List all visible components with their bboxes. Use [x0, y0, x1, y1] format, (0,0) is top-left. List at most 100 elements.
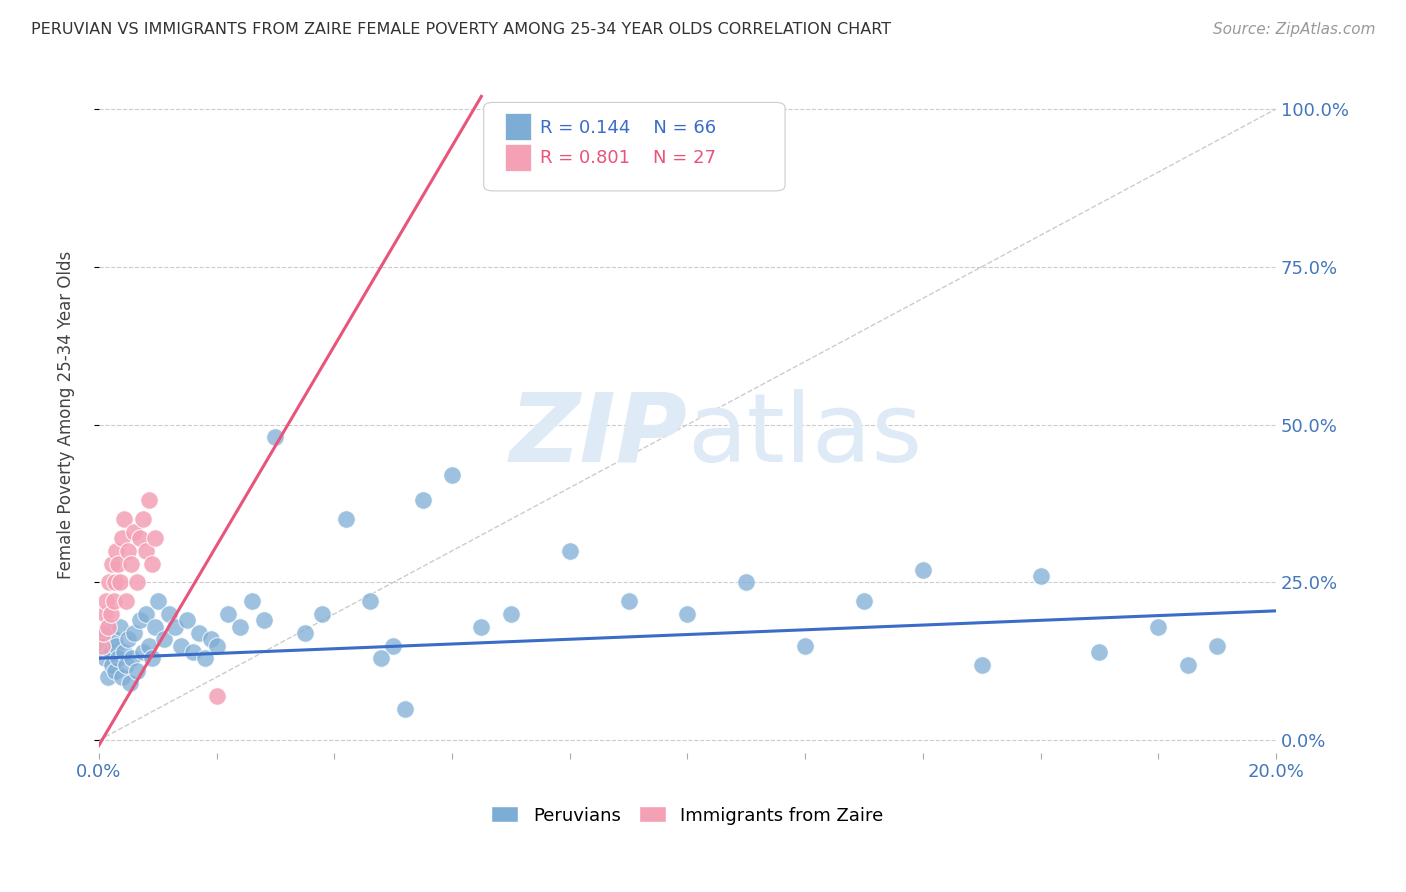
- Point: [129, 531, 152, 545]
- Point: [135, 607, 157, 621]
- Point: [98, 620, 121, 634]
- Point: [558, 544, 581, 558]
- Point: [335, 512, 357, 526]
- Point: [440, 468, 463, 483]
- Point: [229, 620, 252, 634]
- Point: [122, 626, 145, 640]
- Text: atlas: atlas: [688, 389, 922, 482]
- Text: ZIP: ZIP: [509, 389, 688, 482]
- Point: [111, 670, 134, 684]
- Point: [152, 632, 174, 647]
- Y-axis label: Female Poverty Among 25-34 Year Olds: Female Poverty Among 25-34 Year Olds: [58, 251, 75, 579]
- Point: [470, 620, 492, 634]
- Point: [94, 626, 117, 640]
- Point: [187, 626, 209, 640]
- Point: [132, 645, 155, 659]
- Point: [97, 670, 120, 684]
- Point: [294, 626, 316, 640]
- Point: [143, 620, 166, 634]
- Point: [107, 651, 129, 665]
- Point: [98, 575, 121, 590]
- Point: [676, 607, 699, 621]
- Point: [1177, 657, 1199, 672]
- Point: [117, 632, 139, 647]
- Text: R = 0.801    N = 27: R = 0.801 N = 27: [540, 150, 716, 168]
- Point: [125, 575, 148, 590]
- Point: [107, 557, 129, 571]
- Point: [1029, 569, 1052, 583]
- Point: [115, 594, 138, 608]
- Point: [264, 430, 287, 444]
- Point: [1088, 645, 1111, 659]
- Point: [157, 607, 180, 621]
- Point: [108, 575, 131, 590]
- Point: [104, 664, 127, 678]
- Point: [1206, 639, 1229, 653]
- Point: [103, 632, 125, 647]
- Point: [735, 575, 758, 590]
- Point: [1147, 620, 1170, 634]
- Point: [93, 639, 115, 653]
- Point: [100, 645, 122, 659]
- FancyBboxPatch shape: [484, 103, 785, 191]
- Point: [104, 575, 127, 590]
- Point: [359, 594, 381, 608]
- Point: [205, 689, 228, 703]
- Point: [412, 493, 434, 508]
- Point: [165, 620, 187, 634]
- Point: [105, 544, 128, 558]
- Point: [112, 645, 135, 659]
- Legend: Peruvians, Immigrants from Zaire: Peruvians, Immigrants from Zaire: [484, 799, 891, 831]
- Point: [141, 651, 163, 665]
- Point: [100, 657, 122, 672]
- Point: [311, 607, 333, 621]
- Point: [122, 524, 145, 539]
- Point: [135, 544, 157, 558]
- Point: [617, 594, 640, 608]
- Point: [370, 651, 392, 665]
- Point: [100, 557, 122, 571]
- FancyBboxPatch shape: [505, 113, 531, 140]
- Point: [394, 702, 416, 716]
- Point: [100, 607, 122, 621]
- Point: [205, 639, 228, 653]
- Point: [852, 594, 875, 608]
- Point: [138, 493, 160, 508]
- Point: [108, 620, 131, 634]
- Point: [93, 626, 115, 640]
- Point: [143, 531, 166, 545]
- Point: [970, 657, 993, 672]
- Point: [117, 544, 139, 558]
- FancyBboxPatch shape: [505, 144, 531, 170]
- Point: [217, 607, 239, 621]
- Point: [121, 651, 143, 665]
- Point: [90, 639, 112, 653]
- Point: [794, 639, 817, 653]
- Point: [97, 620, 120, 634]
- Point: [111, 531, 134, 545]
- Point: [93, 607, 115, 621]
- Point: [382, 639, 405, 653]
- Text: Source: ZipAtlas.com: Source: ZipAtlas.com: [1212, 22, 1375, 37]
- Point: [132, 512, 155, 526]
- Point: [115, 657, 138, 672]
- Point: [118, 676, 141, 690]
- Point: [112, 512, 135, 526]
- Point: [93, 651, 115, 665]
- Point: [103, 594, 125, 608]
- Point: [499, 607, 522, 621]
- Point: [138, 639, 160, 653]
- Point: [125, 664, 148, 678]
- Text: R = 0.144    N = 66: R = 0.144 N = 66: [540, 120, 716, 137]
- Point: [105, 639, 128, 653]
- Point: [181, 645, 204, 659]
- Point: [200, 632, 222, 647]
- Point: [240, 594, 263, 608]
- Point: [176, 613, 198, 627]
- Point: [194, 651, 217, 665]
- Point: [94, 594, 117, 608]
- Point: [170, 639, 193, 653]
- Text: PERUVIAN VS IMMIGRANTS FROM ZAIRE FEMALE POVERTY AMONG 25-34 YEAR OLDS CORRELATI: PERUVIAN VS IMMIGRANTS FROM ZAIRE FEMALE…: [31, 22, 891, 37]
- Point: [911, 563, 934, 577]
- Point: [129, 613, 152, 627]
